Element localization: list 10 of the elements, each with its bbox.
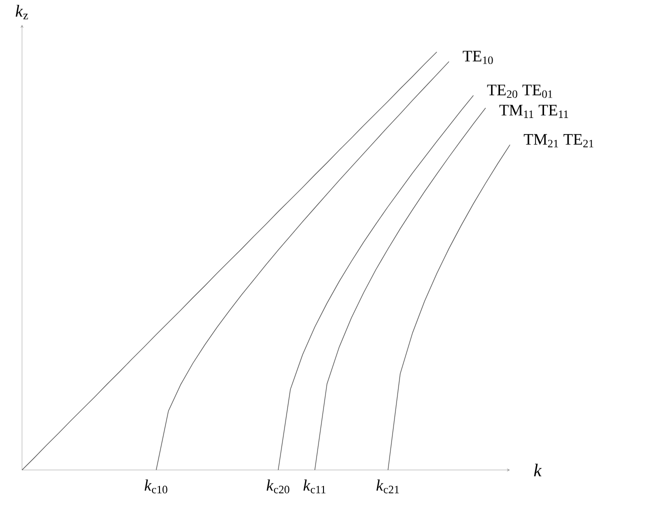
series-label: TM$_{11}$ TE$_{11}$ [499, 104, 568, 118]
text: k$_{c11}$ [303, 480, 326, 494]
text: k$_{c20}$ [266, 480, 290, 494]
x-axis-title: k [534, 464, 542, 476]
text: k$_{c21}$ [376, 480, 399, 494]
series-label: TM$_{21}$ TE$_{21}$ [524, 134, 594, 148]
series-label: TE$_{10}$ [462, 50, 493, 64]
text: k$_{c10}$ [144, 480, 168, 494]
series-label: TE$_{20}$ TE$_{01}$ [487, 84, 552, 98]
y-axis-title: k$_{z}$ [16, 4, 28, 20]
